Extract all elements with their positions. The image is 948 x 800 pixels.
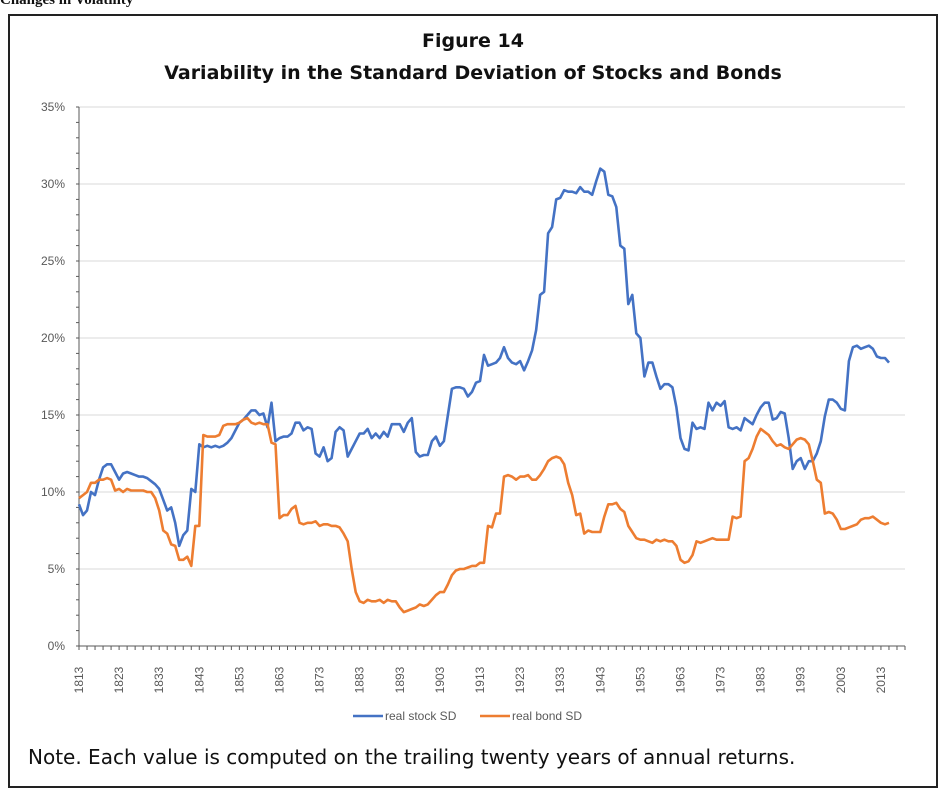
x-tick-label: 2003 [834, 666, 848, 693]
x-tick-label: 1863 [272, 666, 286, 693]
y-tick-label: 15% [41, 408, 65, 422]
x-tick-label: 1953 [633, 666, 647, 693]
x-tick-label: 1883 [353, 666, 367, 693]
x-tick-label: 1833 [152, 666, 166, 693]
y-tick-label: 25% [41, 254, 65, 268]
x-tick-label: 1823 [112, 666, 126, 693]
x-tick-label: 2013 [874, 666, 888, 693]
x-tick-label: 1933 [553, 666, 567, 693]
x-tick-label: 1853 [232, 666, 246, 693]
y-tick-label: 5% [48, 562, 66, 576]
x-tick-label: 1873 [313, 666, 327, 693]
series-line-real-bond-SD [78, 416, 890, 614]
x-tick-label: 1923 [513, 666, 527, 693]
x-tick-label: 1943 [593, 666, 607, 693]
x-tick-label: 1993 [794, 666, 808, 693]
y-tick-label: 30% [41, 177, 65, 191]
x-tick-label: 1903 [433, 666, 447, 693]
x-tick-label: 1983 [754, 666, 768, 693]
series-line-real-stock-SD [77, 167, 890, 548]
x-tick-label: 1843 [192, 666, 206, 693]
y-tick-label: 35% [41, 100, 65, 114]
x-tick-label: 1973 [714, 666, 728, 693]
figure-note: Note. Each value is computed on the trai… [28, 745, 796, 769]
x-tick-label: 1893 [393, 666, 407, 693]
x-tick-label: 1913 [473, 666, 487, 693]
x-tick-label: 1963 [673, 666, 687, 693]
legend-label: real stock SD [385, 709, 457, 723]
chart-title: Variability in the Standard Deviation of… [164, 62, 782, 84]
y-tick-label: 20% [41, 331, 65, 345]
y-tick-label: 10% [41, 485, 65, 499]
x-tick-label: 1813 [72, 666, 86, 693]
figure-frame [8, 14, 938, 788]
legend-label: real bond SD [512, 709, 582, 723]
y-tick-label: 0% [48, 639, 66, 653]
cut-off-heading: Changes in Volatility [0, 0, 134, 8]
figure-label: Figure 14 [422, 30, 524, 52]
